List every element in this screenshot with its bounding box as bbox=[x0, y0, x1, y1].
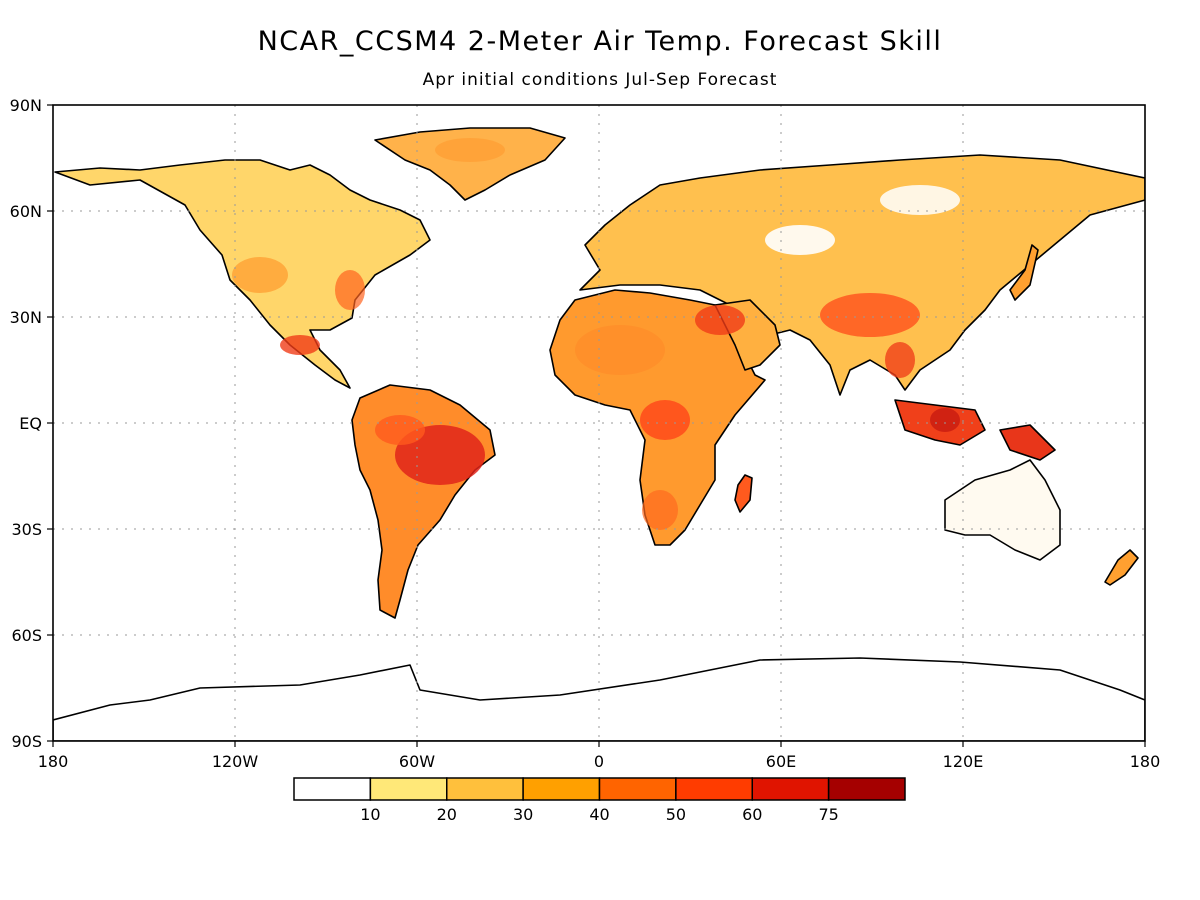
grid-lines bbox=[53, 105, 1145, 741]
lat-label: 60S bbox=[11, 626, 42, 645]
lat-label: 30N bbox=[10, 308, 42, 327]
colorbar-label: 10 bbox=[360, 805, 380, 824]
map-title: NCAR_CCSM4 2-Meter Air Temp. Forecast Sk… bbox=[257, 26, 943, 57]
lon-label: 0 bbox=[594, 752, 604, 771]
map-subtitle: Apr initial conditions Jul-Sep Forecast bbox=[422, 70, 778, 90]
colorbar: 10 20 30 40 50 60 75 bbox=[293, 777, 906, 824]
colorbar-swatch bbox=[446, 777, 524, 801]
madagascar-landmass bbox=[734, 474, 753, 513]
colorbar-swatch bbox=[522, 777, 601, 801]
lat-label: 30S bbox=[11, 520, 42, 539]
new-guinea-landmass bbox=[999, 424, 1056, 461]
colorbar-swatch bbox=[598, 777, 677, 801]
lon-label: 60W bbox=[399, 752, 435, 771]
colorbar-label: 60 bbox=[742, 805, 762, 824]
colorbar-label: 50 bbox=[666, 805, 686, 824]
colorbar-swatch bbox=[827, 777, 906, 801]
map-plot bbox=[53, 105, 1145, 741]
colorbar-swatch bbox=[675, 777, 753, 801]
lon-label: 60E bbox=[766, 752, 796, 771]
lat-label: 60N bbox=[10, 202, 42, 221]
colorbar-label: 30 bbox=[513, 805, 533, 824]
lat-label: 90S bbox=[11, 732, 42, 751]
colorbar-swatch bbox=[751, 777, 830, 801]
lat-label: 90N bbox=[10, 96, 42, 115]
lon-label: 120W bbox=[212, 752, 259, 771]
lon-label: 180 bbox=[1130, 752, 1161, 771]
lat-label: EQ bbox=[19, 414, 42, 433]
colorbar-label: 20 bbox=[437, 805, 457, 824]
colorbar-swatch bbox=[369, 777, 448, 801]
axis-ticks bbox=[47, 104, 1146, 747]
longitude-labels: 180 120W 60W 0 60E 120E 180 bbox=[38, 752, 1161, 771]
colorbar-swatch bbox=[293, 777, 372, 801]
lon-label: 120E bbox=[943, 752, 984, 771]
colorbar-label: 40 bbox=[589, 805, 609, 824]
japan-landmass bbox=[1009, 244, 1039, 301]
greenland-landmass bbox=[374, 127, 566, 201]
lon-label: 180 bbox=[38, 752, 69, 771]
colorbar-label: 75 bbox=[818, 805, 838, 824]
australia-landmass bbox=[944, 459, 1061, 561]
new-zealand-landmass bbox=[1104, 549, 1139, 586]
latitude-labels: 90N 60N 30N EQ 30S 60S 90S bbox=[10, 96, 42, 751]
